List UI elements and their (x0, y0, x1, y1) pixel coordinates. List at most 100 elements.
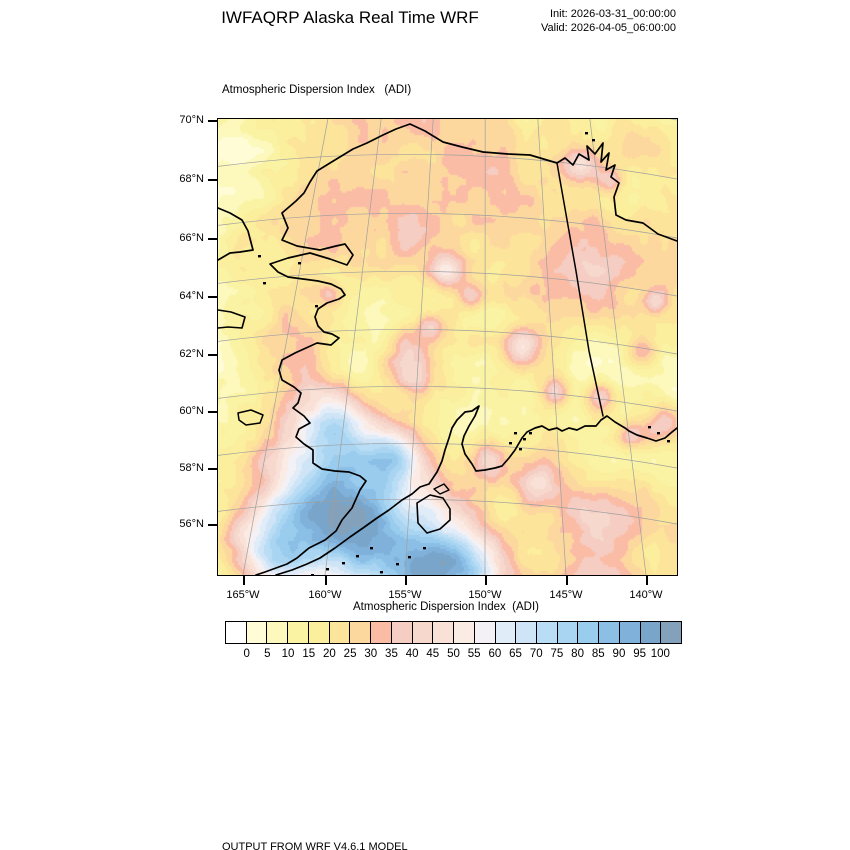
x-axis-label: 150°W (468, 589, 502, 601)
colorbar-tick-label: 75 (550, 648, 564, 660)
map-overlay-svg (217, 118, 677, 575)
island-dot (341, 561, 345, 564)
colorbar-tick-label: 85 (591, 648, 605, 660)
island-dot (422, 546, 426, 549)
graticule-parallel (217, 212, 677, 238)
colorbar-cell (288, 622, 309, 643)
colorbar-cell (329, 622, 351, 643)
island-dot (355, 554, 359, 557)
colorbar-tick-label: 25 (343, 648, 357, 660)
island-dot (513, 431, 517, 434)
island-dot (656, 431, 660, 434)
colorbar-cell (619, 622, 641, 643)
x-axis-tick (485, 576, 487, 585)
colorbar-cell (226, 622, 247, 643)
x-axis-label: 160°W (308, 589, 342, 601)
y-axis-label: 62°N (179, 348, 204, 360)
colorbar-tick-label: 40 (405, 648, 419, 660)
colorbar-cell (433, 622, 455, 643)
y-axis-tick (208, 296, 218, 298)
island-dot (314, 304, 318, 307)
island-dot (395, 562, 399, 565)
x-axis-label: 155°W (388, 589, 422, 601)
footer-model-line: OUTPUT FROM WRF V4.6.1 MODEL (222, 841, 408, 850)
colorbar-tick-label: 20 (323, 648, 336, 660)
x-axis-label: 165°W (226, 589, 260, 601)
colorbar-tick-label: 15 (302, 648, 316, 660)
graticule-meridian (324, 118, 382, 575)
colorbar-cell (412, 622, 434, 643)
colorbar-tick-label: 80 (571, 648, 584, 660)
colorbar-cell (246, 622, 268, 643)
map-frame (216, 117, 678, 576)
graticule-parallel (217, 385, 677, 411)
colorbar-tick-label: 90 (612, 648, 626, 660)
colorbar-cell (557, 622, 579, 643)
island-dot (522, 437, 526, 440)
colorbar-tick-label: 60 (488, 648, 502, 660)
y-axis-tick (208, 411, 218, 413)
colorbar-tick-label: 65 (509, 648, 522, 660)
page-title: IWFAQRP Alaska Real Time WRF (221, 8, 479, 27)
coastline-russia (217, 206, 254, 261)
colorbar-tick-label: 0 (243, 648, 250, 660)
colorbar-cell (516, 622, 538, 643)
colorbar-tick-label: 70 (529, 648, 543, 660)
valid-timestamp: Valid: 2026-04-05_06:00:00 (541, 21, 676, 34)
y-axis-label: 68°N (179, 173, 204, 185)
colorbar-tick-label: 5 (264, 648, 271, 660)
x-axis-label: 145°W (549, 589, 583, 601)
y-axis-label: 56°N (179, 518, 204, 530)
colorbar-cell (599, 622, 620, 643)
y-axis-label: 58°N (179, 462, 204, 474)
island-dot (666, 439, 670, 442)
coastline-path (274, 404, 677, 575)
colorbar-tick-label: 55 (467, 648, 481, 660)
graticule-parallel (217, 328, 677, 354)
x-axis-label: 140°W (629, 589, 663, 601)
y-axis-tick (208, 468, 218, 470)
y-axis-label: 66°N (179, 232, 204, 244)
y-axis-tick (208, 524, 218, 526)
y-axis-tick (208, 238, 218, 240)
colorbar-title: Atmospheric Dispersion Index (ADI) (353, 601, 539, 613)
island-st-lawrence (217, 308, 246, 329)
island-nunivak (236, 408, 264, 426)
colorbar-cell (537, 622, 558, 643)
colorbar-cell (578, 622, 600, 643)
colorbar (225, 621, 682, 644)
colorbar-cell (661, 622, 682, 643)
colorbar-tick-label: 30 (364, 648, 378, 660)
island-dot (369, 546, 373, 549)
adi-field-canvas (217, 118, 677, 575)
colorbar-tick-label: 95 (633, 648, 647, 660)
island-dot (591, 138, 595, 141)
island-dot (310, 573, 314, 575)
colorbar-cell (267, 622, 289, 643)
init-timestamp: Init: 2026-03-31_00:00:00 (550, 8, 676, 20)
graticule-meridian (242, 118, 328, 575)
island-dot (584, 131, 588, 134)
x-axis-tick (566, 576, 568, 585)
y-axis-label: 60°N (179, 405, 204, 417)
island-dot (325, 567, 329, 570)
y-axis-tick (208, 354, 218, 356)
island-kodiak (415, 493, 451, 534)
graticule-parallel (217, 270, 677, 296)
island-afognak (432, 482, 450, 495)
graticule-meridian (588, 118, 646, 575)
island-dot (528, 431, 532, 434)
colorbar-cell (350, 622, 372, 643)
x-axis-tick (646, 576, 648, 585)
colorbar-cell (308, 622, 330, 643)
island-dot (407, 555, 411, 558)
graticule-parallel (668, 118, 677, 120)
y-axis-tick (208, 179, 218, 181)
colorbar-cell (391, 622, 413, 643)
timestamp-block: Init: 2026-03-31_00:00:00 Valid: 2026-04… (541, 8, 676, 35)
x-axis-tick (405, 576, 407, 585)
colorbar-tick-label: 10 (281, 648, 295, 660)
y-axis-tick (208, 120, 218, 122)
colorbar-cell (474, 622, 496, 643)
